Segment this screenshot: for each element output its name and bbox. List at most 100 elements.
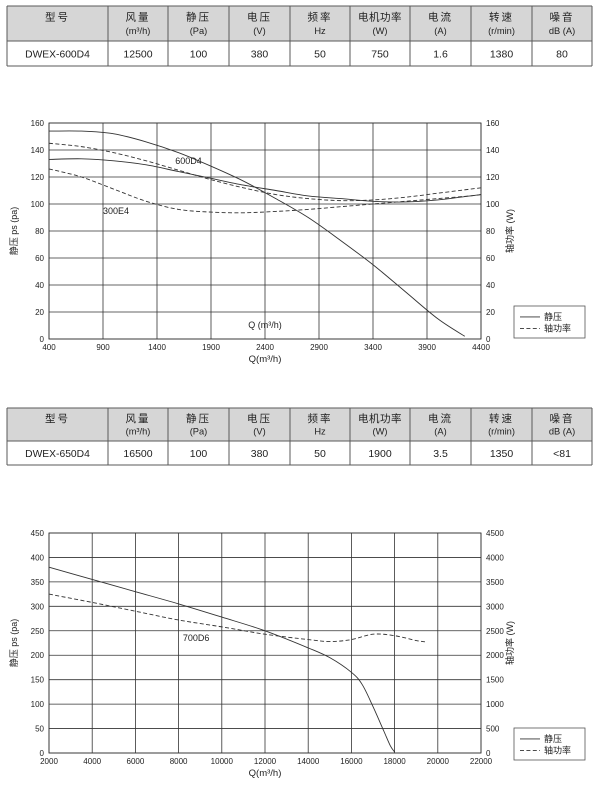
svg-text:静压: 静压 [186, 412, 211, 425]
svg-text:300E4: 300E4 [103, 206, 129, 216]
svg-text:16000: 16000 [340, 757, 363, 766]
svg-text:静压: 静压 [544, 733, 562, 744]
svg-text:轴功率: 轴功率 [544, 744, 571, 755]
svg-text:型号: 型号 [45, 412, 70, 425]
svg-text:噪音: 噪音 [550, 412, 575, 425]
svg-text:1900: 1900 [202, 343, 220, 352]
svg-text:3900: 3900 [418, 343, 436, 352]
svg-text:80: 80 [556, 49, 568, 61]
svg-text:(Pa): (Pa) [190, 26, 208, 36]
svg-text:DWEX-600D4: DWEX-600D4 [25, 50, 90, 61]
svg-text:Hz: Hz [314, 426, 326, 436]
svg-text:1500: 1500 [486, 676, 504, 685]
svg-text:1350: 1350 [490, 448, 514, 460]
svg-text:电流: 电流 [428, 412, 453, 425]
svg-text:轴功率: 轴功率 [544, 322, 571, 333]
svg-text:400: 400 [42, 343, 56, 352]
svg-text:14000: 14000 [297, 757, 320, 766]
svg-text:电流: 电流 [428, 11, 453, 24]
svg-text:900: 900 [96, 343, 110, 352]
svg-text:150: 150 [31, 676, 45, 685]
svg-text:1000: 1000 [486, 700, 504, 709]
svg-text:0: 0 [40, 749, 45, 758]
svg-text:1.6: 1.6 [433, 49, 448, 61]
svg-text:600D4: 600D4 [175, 156, 202, 166]
svg-text:60: 60 [486, 254, 495, 263]
svg-text:轴功率 (W): 轴功率 (W) [504, 209, 515, 253]
svg-text:380: 380 [251, 448, 269, 460]
svg-text:2000: 2000 [486, 651, 504, 660]
svg-text:100: 100 [31, 200, 45, 209]
svg-text:3.5: 3.5 [433, 448, 448, 460]
svg-text:(r/min): (r/min) [488, 26, 515, 36]
svg-text:250: 250 [31, 627, 45, 636]
svg-text:80: 80 [35, 227, 44, 236]
svg-text:200: 200 [31, 651, 45, 660]
svg-text:120: 120 [486, 173, 500, 182]
svg-text:Q(m³/h): Q(m³/h) [249, 354, 282, 365]
svg-text:Q (m³/h): Q (m³/h) [248, 320, 282, 330]
svg-text:Hz: Hz [314, 26, 326, 36]
svg-text:300: 300 [31, 602, 45, 611]
svg-text:电压: 电压 [247, 11, 272, 24]
svg-text:静压: 静压 [186, 11, 211, 24]
svg-text:轴功率 (W): 轴功率 (W) [504, 621, 515, 665]
svg-text:50: 50 [314, 448, 326, 460]
svg-text:40: 40 [486, 281, 495, 290]
svg-text:2000: 2000 [40, 757, 58, 766]
svg-text:电机功率: 电机功率 [358, 11, 402, 24]
svg-text:噪音: 噪音 [550, 11, 575, 24]
svg-text:风量: 风量 [126, 12, 151, 24]
svg-text:1400: 1400 [148, 343, 166, 352]
svg-text:60: 60 [35, 254, 44, 263]
svg-text:0: 0 [40, 335, 45, 344]
svg-text:静压 ps (pa): 静压 ps (pa) [8, 207, 19, 256]
svg-text:22000: 22000 [470, 757, 493, 766]
svg-text:0: 0 [486, 335, 491, 344]
svg-text:50: 50 [314, 49, 326, 61]
svg-text:(W): (W) [373, 26, 388, 36]
svg-text:120: 120 [31, 173, 45, 182]
svg-text:3000: 3000 [486, 602, 504, 611]
svg-text:500: 500 [486, 725, 500, 734]
svg-text:(r/min): (r/min) [488, 426, 515, 436]
svg-text:50: 50 [35, 725, 44, 734]
svg-text:140: 140 [31, 146, 45, 155]
svg-text:4400: 4400 [472, 343, 490, 352]
svg-text:8000: 8000 [170, 757, 188, 766]
svg-text:风量: 风量 [126, 413, 151, 425]
svg-text:80: 80 [486, 227, 495, 236]
svg-text:1900: 1900 [368, 448, 392, 460]
svg-text:(V): (V) [253, 26, 265, 36]
svg-text:18000: 18000 [383, 757, 406, 766]
svg-text:4500: 4500 [486, 529, 504, 538]
svg-text:400: 400 [31, 553, 45, 562]
svg-text:160: 160 [31, 119, 45, 128]
svg-text:160: 160 [486, 119, 500, 128]
svg-text:4000: 4000 [83, 757, 101, 766]
svg-text:350: 350 [31, 578, 45, 587]
svg-text:2400: 2400 [256, 343, 274, 352]
svg-text:电压: 电压 [247, 412, 272, 425]
svg-text:20: 20 [486, 308, 495, 317]
svg-text:(m³/h): (m³/h) [126, 426, 151, 436]
svg-text:2500: 2500 [486, 627, 504, 636]
svg-text:dB (A): dB (A) [549, 26, 575, 36]
svg-text:12000: 12000 [254, 757, 277, 766]
svg-text:型号: 型号 [45, 11, 70, 24]
svg-text:(V): (V) [253, 426, 265, 436]
svg-text:(A): (A) [434, 426, 446, 436]
svg-text:40: 40 [35, 281, 44, 290]
svg-text:转速: 转速 [489, 412, 514, 425]
svg-text:dB (A): dB (A) [549, 426, 575, 436]
svg-text:100: 100 [31, 700, 45, 709]
svg-text:100: 100 [190, 49, 208, 61]
svg-text:电机功率: 电机功率 [358, 412, 402, 425]
svg-text:700D6: 700D6 [183, 633, 210, 643]
svg-text:转速: 转速 [489, 11, 514, 24]
svg-text:3500: 3500 [486, 578, 504, 587]
svg-text:频率: 频率 [308, 11, 333, 24]
svg-text:<81: <81 [553, 448, 571, 460]
svg-text:Q(m³/h): Q(m³/h) [249, 768, 282, 779]
svg-text:100: 100 [190, 448, 208, 460]
